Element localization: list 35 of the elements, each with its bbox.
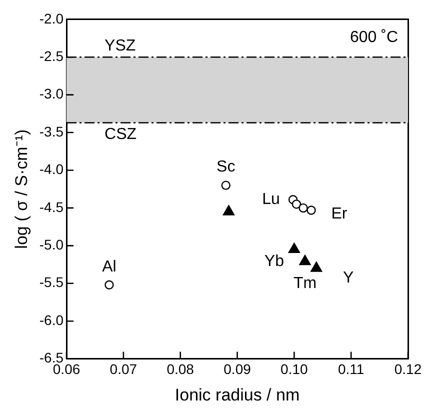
point [288, 242, 300, 254]
point [299, 254, 311, 266]
x-tick-label: 0.12 [394, 361, 422, 378]
point [222, 205, 235, 216]
x-tick-label: 0.08 [166, 361, 194, 378]
annotation: Er [331, 206, 348, 223]
point [221, 180, 230, 190]
x-axis-title: Ionic radius / nm [174, 385, 300, 404]
y-tick-label: -6.0 [39, 312, 64, 328]
point [292, 200, 302, 209]
x-tick-label: 0.07 [110, 361, 138, 378]
y-tick-label: -5.0 [39, 236, 64, 253]
y-tick-label: -2.5 [39, 48, 64, 64]
ref-line-label: CSZ [104, 126, 137, 144]
annotation: Al [102, 258, 116, 276]
point [310, 262, 322, 272]
annotation: Sc [216, 158, 236, 176]
y-tick-label: -3.5 [39, 123, 64, 140]
annotation: 600 ˚C [350, 28, 398, 46]
y-tick-label: -3.0 [39, 86, 64, 102]
y-tick-label: -5.5 [39, 274, 64, 290]
x-tick-label: 0.11 [338, 361, 364, 378]
annotation: Yb [264, 252, 284, 270]
y-tick-label: -4.5 [39, 198, 64, 215]
annotation: Tm [293, 274, 317, 292]
x-tick-label: 0.10 [280, 361, 308, 378]
x-tick-label: 0.09 [224, 361, 252, 378]
point [298, 203, 308, 213]
annotation: Lu [262, 191, 280, 208]
y-tick-label: -2.0 [39, 10, 64, 26]
y-tick-label: -4.0 [39, 161, 64, 178]
ref-line-label: YSZ [104, 38, 136, 55]
annotation: Y [343, 270, 354, 287]
point [306, 206, 316, 215]
y-axis-title: log ( σ / S·cm⁻¹) [12, 129, 31, 249]
